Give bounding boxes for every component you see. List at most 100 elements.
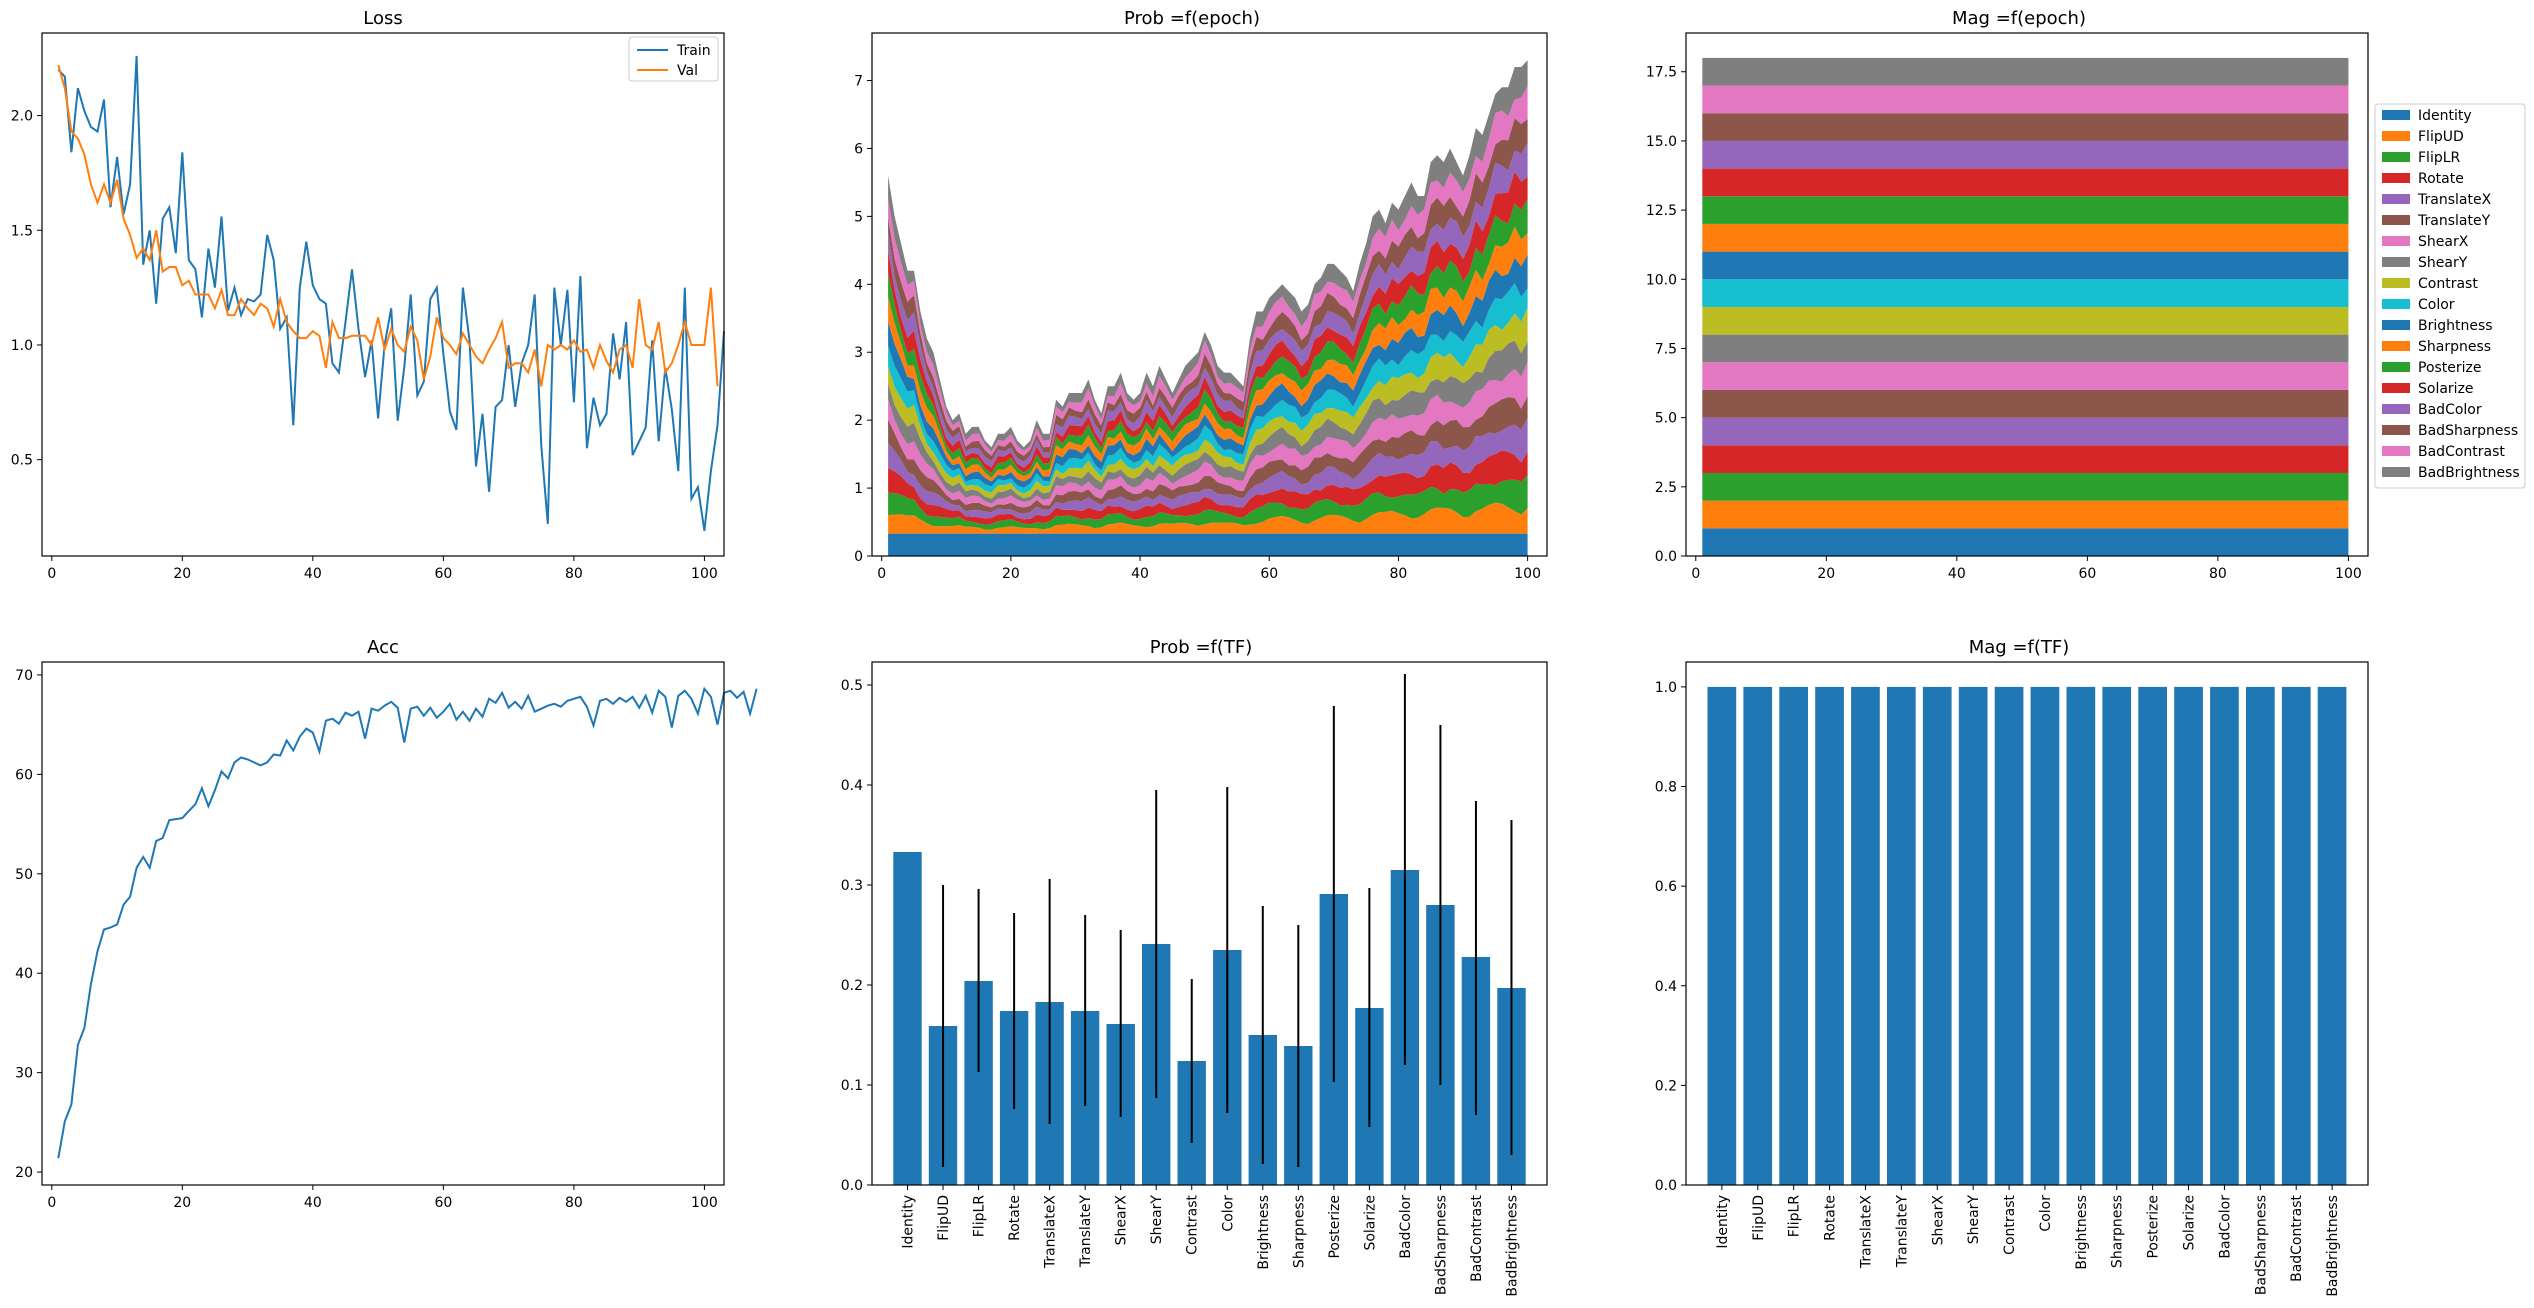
prob-tf-bars [893, 674, 1526, 1185]
acc-ytick-label: 30 [15, 1066, 33, 1082]
acc-frame [41, 661, 725, 1186]
prob-tf-xtick-label: Sharpness [1291, 1195, 1307, 1268]
prob-tf-xtick-label: BadBrightness [1504, 1195, 1520, 1297]
mag-epoch-xtick-label: 40 [1948, 566, 1966, 582]
prob-tf-xtick-label: FlipLR [972, 1195, 988, 1238]
mag-epoch-band-badsharpness [1702, 113, 2349, 141]
prob-epoch-ytick-label: 5 [854, 209, 863, 225]
prob-epoch-ytick-label: 2 [854, 413, 863, 429]
prob-tf-xtick-label: FlipUD [936, 1195, 952, 1241]
mag-tf-bar-badcontrast [2281, 686, 2311, 1185]
mag-tf-axes: 0.0 0.2 0.4 0.6 0.8 1.0 Identity FlipUD FlipLR Ro… [1655, 680, 2341, 1297]
chart-title-prob-epoch: Prob =f(epoch) [1124, 8, 1260, 29]
prob-tf-ytick-label: 0.2 [841, 978, 863, 994]
mag-epoch-legend-label-contrast: Contrast [2418, 276, 2478, 292]
mag-tf-xtick-label: BadContrast [2289, 1195, 2305, 1282]
mag-tf-bar-brightness [2066, 686, 2096, 1185]
prob-tf-xtick-label: Rotate [1007, 1195, 1023, 1241]
mag-tf-ytick-label: 1.0 [1655, 680, 1677, 696]
mag-tf-xtick-label: Color [2038, 1195, 2054, 1232]
mag-tf-bar-badbrightness [2317, 686, 2347, 1185]
mag-epoch-legend-label-fliplr: FlipLR [2418, 150, 2461, 166]
prob-epoch-xtick-label: 80 [1390, 566, 1408, 582]
mag-tf-xtick-label: TranslateX [1858, 1195, 1874, 1270]
mag-epoch-band-translatex [1702, 417, 2349, 446]
acc-xtick-label: 40 [304, 1195, 322, 1211]
mag-epoch-legend-label-sharpness: Sharpness [2418, 339, 2491, 355]
mag-epoch-legend-label-translatex: TranslateX [2417, 192, 2492, 208]
mag-epoch-xtick-label: 80 [2209, 566, 2227, 582]
mag-epoch-band-sheary [1702, 334, 2349, 363]
mag-epoch-band-color [1702, 279, 2349, 307]
mag-epoch-legend-label-badcontrast: BadContrast [2418, 444, 2505, 460]
mag-tf-bar-badsharpness [2246, 686, 2275, 1185]
chart-title-loss: Loss [363, 8, 402, 29]
mag-tf-xtick-label: Identity [1715, 1195, 1731, 1249]
prob-tf-xtick-label: ShearX [1114, 1195, 1130, 1246]
mag-epoch-legend-label-translatey: TranslateY [2417, 213, 2491, 229]
chart-title-prob-tf: Prob =f(TF) [1150, 637, 1253, 658]
chart-title-mag-epoch: Mag =f(epoch) [1952, 8, 2086, 29]
mag-epoch-ytick-label: 0.0 [1655, 549, 1677, 565]
loss-ytick-label: 2.0 [11, 109, 33, 125]
mag-tf-bar-badcolor [2210, 686, 2239, 1185]
mag-epoch-legend-swatch-solarize [2382, 383, 2410, 393]
mag-epoch-xtick-label: 20 [1817, 566, 1835, 582]
mag-tf-ytick-label: 0.0 [1655, 1178, 1677, 1194]
prob-tf-ytick-label: 0.3 [841, 878, 863, 894]
loss-xtick-label: 60 [434, 566, 452, 582]
mag-epoch-legend-swatch-sharpness [2382, 341, 2410, 351]
chart-title-acc: Acc [367, 637, 399, 658]
prob-tf-xtick-label: Brightness [1256, 1195, 1272, 1270]
acc-ytick-label: 50 [15, 867, 33, 883]
mag-tf-xtick-label: BadSharpness [2253, 1195, 2269, 1295]
mag-epoch-legend-label-identity: Identity [2418, 108, 2472, 124]
loss-xtick-label: 100 [691, 566, 718, 582]
mag-tf-bar-flipud [1743, 686, 1773, 1185]
mag-epoch-legend-swatch-translatey [2382, 215, 2410, 225]
prob-tf-bar-identity [893, 852, 922, 1185]
mag-epoch-xtick-label: 60 [2078, 566, 2096, 582]
mag-tf-bar-contrast [1994, 686, 2024, 1185]
acc-xtick-label: 80 [565, 1195, 583, 1211]
mag-epoch-legend-swatch-badsharpness [2382, 425, 2410, 435]
mag-epoch-areas [1702, 57, 2349, 556]
prob-tf-frame [871, 661, 1548, 1186]
acc-ytick-label: 40 [15, 966, 33, 982]
prob-tf-ytick-label: 0.4 [841, 778, 863, 794]
mag-epoch-legend-label-badcolor: BadColor [2418, 402, 2482, 418]
mag-tf-frame [1685, 661, 2369, 1186]
prob-tf-xtick-label: TranslateY [1078, 1195, 1094, 1269]
loss-ytick-label: 1.0 [11, 338, 33, 354]
prob-tf-xtick-label: Contrast [1185, 1194, 1201, 1254]
acc-ytick-label: 20 [15, 1165, 33, 1181]
loss-xtick-label: 0 [47, 566, 56, 582]
mag-epoch-legend-swatch-badbrightness [2382, 467, 2410, 477]
mag-epoch-legend-swatch-shearx [2382, 236, 2410, 246]
mag-epoch-ytick-label: 10.0 [1646, 272, 1677, 288]
mag-epoch-band-solarize [1702, 168, 2349, 197]
mag-epoch-legend-label-solarize: Solarize [2418, 381, 2474, 397]
mag-tf-xtick-label: Brightness [2074, 1195, 2090, 1270]
loss-ytick-label: 0.5 [11, 453, 33, 469]
acc-xtick-label: 100 [691, 1195, 718, 1211]
mag-tf-xtick-label: Posterize [2146, 1195, 2162, 1259]
prob-tf-xtick-label: BadContrast [1469, 1195, 1485, 1282]
prob-epoch-area-sheary [888, 340, 1528, 504]
mag-tf-bar-sheary [1958, 686, 1988, 1185]
mag-tf-ytick-label: 0.8 [1655, 780, 1677, 796]
prob-epoch-area-translatey [888, 395, 1528, 514]
mag-epoch-ytick-label: 12.5 [1646, 203, 1677, 219]
mag-tf-bar-sharpness [2102, 686, 2132, 1185]
mag-tf-xtick-label: Solarize [2182, 1195, 2198, 1251]
mag-tf-bar-rotate [1815, 686, 1844, 1185]
acc-xtick-label: 20 [173, 1195, 191, 1211]
mag-epoch-legend-swatch-contrast [2382, 278, 2410, 288]
panel-mag-epoch: Mag =f(epoch) 0 20 40 60 80 100 0.0 2.5 5.0 7.5 10… [1646, 8, 2526, 582]
mag-epoch-band-identity [1702, 528, 2349, 556]
mag-epoch-band-fliplr [1702, 472, 2349, 501]
mag-epoch-legend-swatch-color [2382, 299, 2410, 309]
prob-epoch-ytick-label: 3 [854, 345, 863, 361]
mag-tf-bars [1707, 686, 2347, 1185]
